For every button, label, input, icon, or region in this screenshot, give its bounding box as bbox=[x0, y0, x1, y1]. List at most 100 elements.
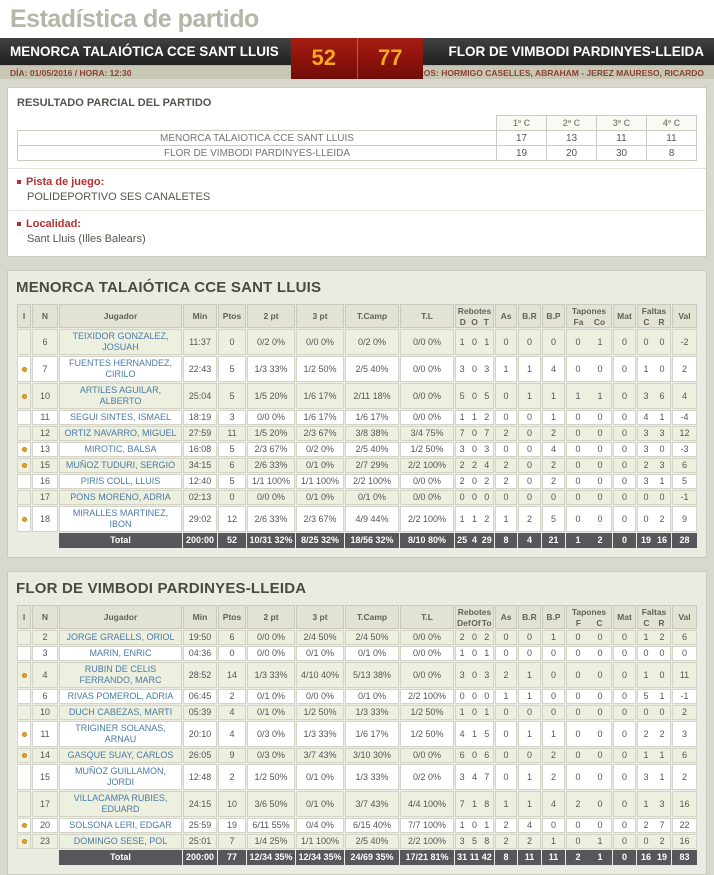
player-name-link[interactable]: TEIXIDOR GONZALEZ, JOSUAH bbox=[59, 329, 182, 355]
player-number: 15 bbox=[32, 764, 58, 790]
col-header-3pt: 3 pt bbox=[296, 605, 344, 629]
player-name-link[interactable]: ORTIZ NAVARRO, MIGUEL bbox=[59, 426, 182, 441]
stat-3pt: 1/6 17% bbox=[296, 410, 344, 425]
player-name-link[interactable]: RUBIN DE CELIS FERRANDO, MARC bbox=[59, 662, 182, 688]
stat-2pt: 0/0 0% bbox=[247, 490, 295, 505]
stat-val: 9 bbox=[672, 506, 697, 532]
player-name-link[interactable]: RIVAS POMEROL, ADRIA bbox=[59, 689, 182, 704]
player-name-link[interactable]: JORGE GRAELLS, ORIOL bbox=[59, 630, 182, 645]
player-name-link[interactable]: SOLSONA LERI, EDGAR bbox=[59, 818, 182, 833]
stat-tcamp: 1/3 33% bbox=[345, 764, 399, 790]
stat-3pt: 1/1 100% bbox=[296, 474, 344, 489]
col-header-min: Min bbox=[183, 605, 217, 629]
stat-as: 0 bbox=[495, 748, 517, 763]
col-header-min: Min bbox=[183, 304, 217, 328]
stat-tl: 0/0 0% bbox=[400, 329, 454, 355]
player-number: 10 bbox=[32, 383, 58, 409]
total-faltas: 19 16 bbox=[637, 533, 671, 548]
player-number: 16 bbox=[32, 474, 58, 489]
player-name-link[interactable]: ARTILES AGUILAR, ALBERTO bbox=[59, 383, 182, 409]
col-header-tcamp: T.Camp bbox=[345, 304, 399, 328]
total-rebotes: 31 11 42 bbox=[455, 850, 494, 865]
starter-cell bbox=[17, 662, 31, 688]
stat-as: 0 bbox=[495, 721, 517, 747]
player-number: 18 bbox=[32, 506, 58, 532]
player-name-link[interactable]: FUENTES HERNANDEZ, CIRILO bbox=[59, 356, 182, 382]
team2-section: FLOR DE VIMBODI PARDINYES-LLEIDA I N Jug… bbox=[7, 571, 707, 875]
total-tl: 17/21 81% bbox=[400, 850, 454, 865]
stat-ptos: 0 bbox=[218, 490, 246, 505]
player-name-link[interactable]: MUÑOZ GUILLAMON, JORDI bbox=[59, 764, 182, 790]
player-name-link[interactable]: MIROTIC, BALSA bbox=[59, 442, 182, 457]
main-content: RESULTADO PARCIAL DEL PARTIDO 1º C 2º C 3º… bbox=[0, 87, 714, 875]
stat-ptos: 5 bbox=[218, 442, 246, 457]
stat-mat: 0 bbox=[613, 442, 636, 457]
starter-cell bbox=[17, 791, 31, 817]
stat-ptos: 3 bbox=[218, 410, 246, 425]
stat-2pt: 1/2 50% bbox=[247, 764, 295, 790]
stat-tl: 2/2 100% bbox=[400, 458, 454, 473]
page-header: Estadística de partido bbox=[0, 0, 714, 38]
player-name-link[interactable]: PONS MORENO, ADRIA bbox=[59, 490, 182, 505]
stat-2pt: 1/3 33% bbox=[247, 662, 295, 688]
stat-3pt: 0/1 0% bbox=[296, 458, 344, 473]
starter-cell bbox=[17, 383, 31, 409]
starter-cell bbox=[17, 410, 31, 425]
stat-val: -1 bbox=[672, 689, 697, 704]
total-as: 8 bbox=[495, 850, 517, 865]
player-name-link[interactable]: MIRALLES MARTINEZ, IBON bbox=[59, 506, 182, 532]
stat-min: 05:39 bbox=[183, 705, 217, 720]
partial-score-row: FLOR DE VIMBODI PARDINYES-LLEIDA 19 20 3… bbox=[17, 145, 697, 161]
player-name-link[interactable]: MARIN, ENRIC bbox=[59, 646, 182, 661]
stat-mat: 0 bbox=[613, 356, 636, 382]
player-name-link[interactable]: TRIGINER SOLANAS, ARNAU bbox=[59, 721, 182, 747]
player-name-link[interactable]: SEGUI SINTES, ISMAEL bbox=[59, 410, 182, 425]
total-rebotes: 25 4 29 bbox=[455, 533, 494, 548]
partials-table: 1º C 2º C 3º C 4º C MENORCA TALAIOTICA CCE … bbox=[17, 115, 697, 161]
match-info-box: RESULTADO PARCIAL DEL PARTIDO 1º C 2º C 3º… bbox=[7, 87, 707, 257]
player-name-link[interactable]: PIRIS COLL, LLUIS bbox=[59, 474, 182, 489]
player-name-link[interactable]: DOMINGO SESE, POL bbox=[59, 834, 182, 849]
stat-3pt: 0/0 0% bbox=[296, 329, 344, 355]
stat-as: 0 bbox=[495, 630, 517, 645]
player-name-link[interactable]: GASQUE SUAY, CARLOS bbox=[59, 748, 182, 763]
stat-ptos: 12 bbox=[218, 506, 246, 532]
player-number: 6 bbox=[32, 689, 58, 704]
stat-as: 1 bbox=[495, 506, 517, 532]
stat-as: 0 bbox=[495, 442, 517, 457]
stat-2pt: 0/3 0% bbox=[247, 721, 295, 747]
total-tl: 8/10 80% bbox=[400, 533, 454, 548]
quarter-header: 1º C bbox=[496, 115, 547, 131]
stat-mat: 0 bbox=[613, 630, 636, 645]
stat-bp: 1 bbox=[542, 383, 565, 409]
player-name-link[interactable]: DUCH CABEZAS, MARTI bbox=[59, 705, 182, 720]
col-header-rebotes: Rebotes Def Of To bbox=[455, 605, 494, 629]
score-block: 52 77 bbox=[291, 38, 423, 79]
stat-as: 0 bbox=[495, 410, 517, 425]
stat-ptos: 0 bbox=[218, 329, 246, 355]
col-header-val: Val bbox=[672, 605, 697, 629]
player-name-link[interactable]: VILLACAMPA RUBIES, EDUARD bbox=[59, 791, 182, 817]
player-name-link[interactable]: MUÑOZ TUDURI, SERGIO bbox=[59, 458, 182, 473]
stat-val: -4 bbox=[672, 410, 697, 425]
stat-val: 16 bbox=[672, 791, 697, 817]
starter-cell bbox=[17, 356, 31, 382]
stat-val: 12 bbox=[672, 426, 697, 441]
stat-tcamp: 4/9 44% bbox=[345, 506, 399, 532]
stat-br: 1 bbox=[518, 791, 541, 817]
stat-ptos: 19 bbox=[218, 818, 246, 833]
stat-min: 25:59 bbox=[183, 818, 217, 833]
